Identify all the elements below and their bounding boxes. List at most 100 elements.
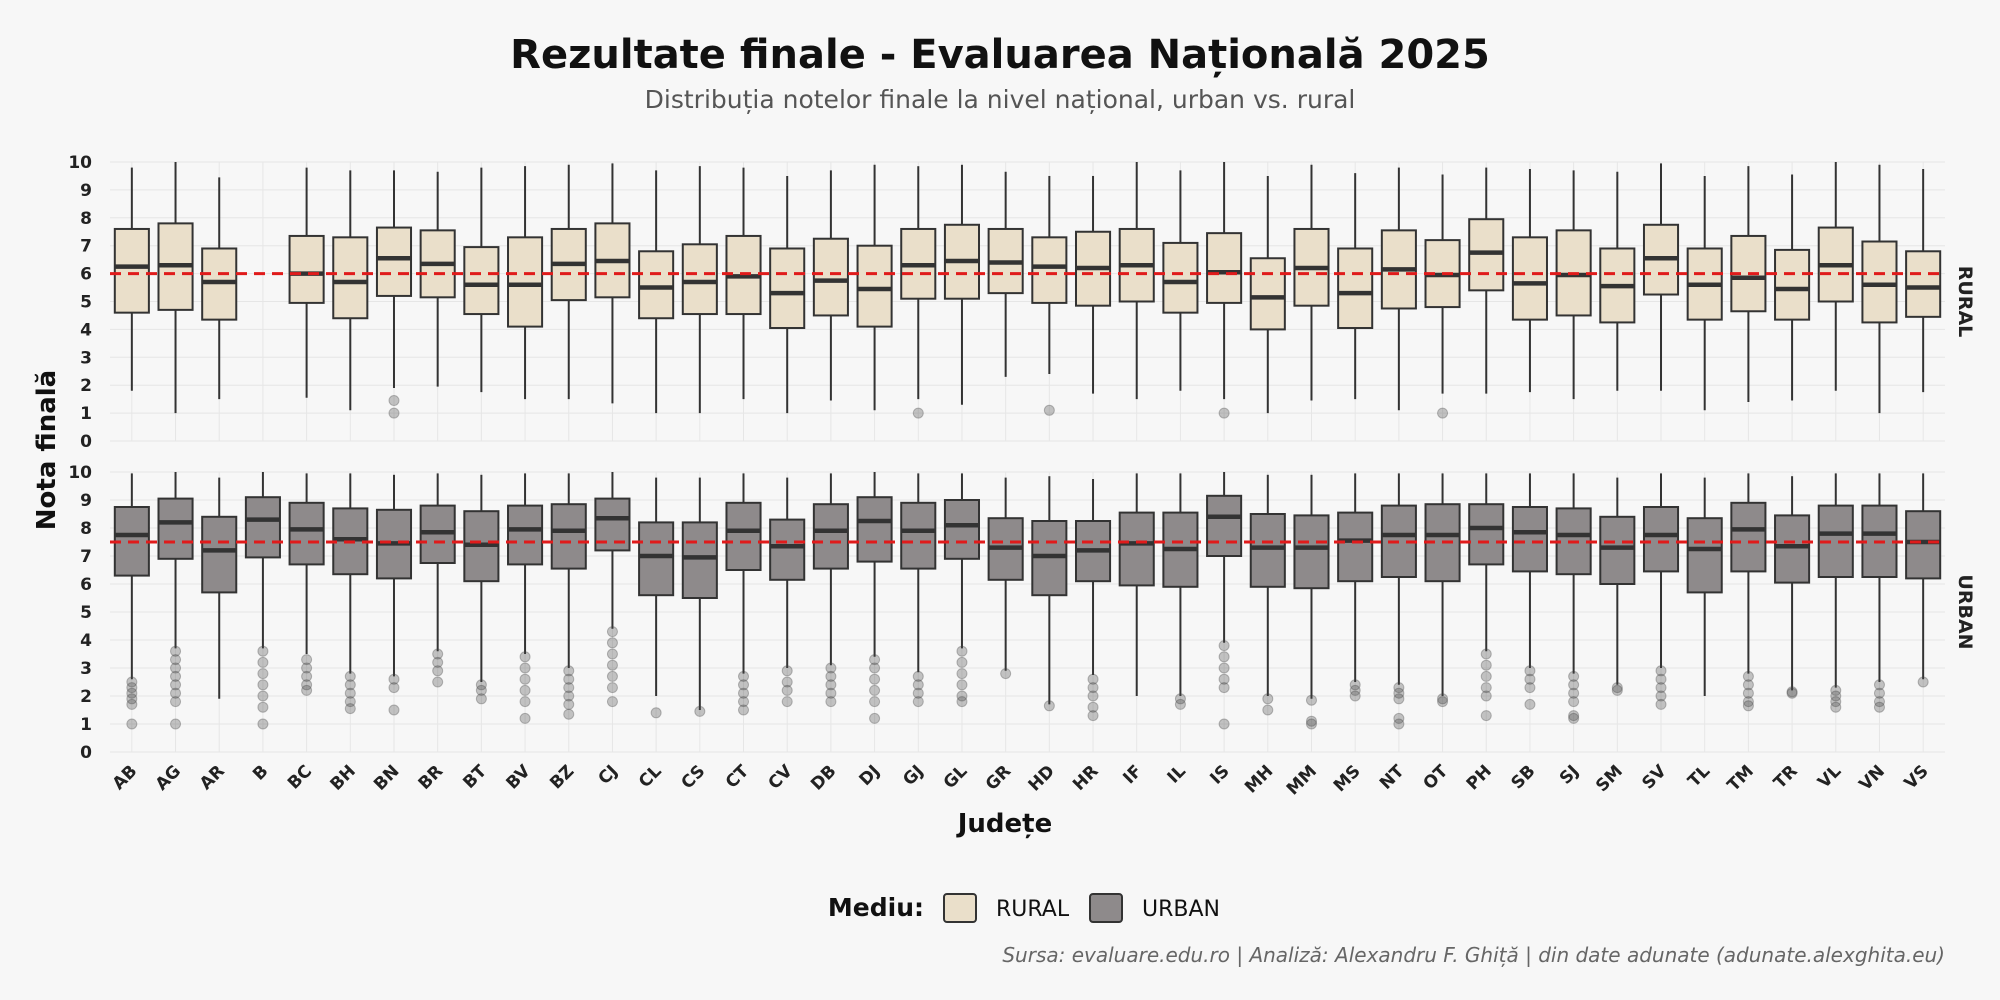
box-body (856, 244, 893, 328)
outlier-point (519, 712, 531, 724)
x-tick-label: BR (415, 761, 448, 794)
box-urban-bz (550, 473, 587, 720)
box-rural-bt (463, 167, 500, 393)
outlier-point (301, 670, 313, 682)
x-tick-label: BH (326, 761, 359, 794)
outlier-point (388, 682, 400, 694)
y-tick-label: 2 (80, 376, 92, 396)
box-body (113, 227, 150, 314)
outlier-point (1174, 693, 1186, 705)
box-body (681, 243, 718, 316)
box-rural-gr (987, 171, 1024, 377)
box-rural-bn (375, 170, 413, 419)
outlier-point (126, 718, 138, 730)
y-tick-label: 4 (80, 631, 92, 651)
x-tick-label: DJ (856, 761, 885, 790)
x-tick-label: SB (1508, 761, 1540, 793)
box-urban-hr (1074, 479, 1112, 722)
outlier-point (1262, 693, 1274, 705)
x-tick-label: SJ (1556, 761, 1583, 788)
outlier-point (519, 684, 531, 696)
x-tick-label: CL (635, 761, 666, 792)
legend-label-rural: RURAL (996, 897, 1070, 922)
x-tick-label: CJ (595, 761, 622, 788)
y-tick-label: 10 (68, 463, 92, 483)
box-body (244, 496, 281, 559)
outlier-point (257, 645, 269, 657)
outlier-point (475, 693, 487, 705)
x-tick-label: IL (1164, 761, 1190, 787)
outlier-point (956, 668, 968, 680)
outlier-point (519, 673, 531, 685)
y-tick-label: 1 (80, 404, 92, 424)
outlier-point (869, 662, 881, 674)
outlier-point (738, 704, 750, 716)
box-urban-bt (463, 474, 500, 705)
outlier-point (344, 687, 356, 699)
x-tick-label: VL (1814, 761, 1845, 792)
box-rural-ms (1337, 173, 1374, 400)
box-body (550, 503, 587, 570)
box-urban-mh (1249, 474, 1286, 716)
outlier-point (432, 676, 444, 688)
outlier-point (126, 693, 138, 705)
outlier-point (1218, 682, 1230, 694)
x-tick-label: BC (284, 761, 316, 793)
chart-caption: Sursa: evaluare.edu.ro | Analiză: Alexan… (1002, 943, 1945, 967)
outlier-point (1393, 693, 1405, 705)
outlier-point (519, 662, 531, 674)
outlier-point (1349, 690, 1361, 702)
x-tick-label: TM (1724, 761, 1758, 795)
outlier-point (1873, 679, 1885, 691)
outlier-point (126, 698, 138, 710)
box-urban-gl (943, 473, 981, 708)
legend-title: Mediu: (828, 893, 924, 922)
outlier-point (563, 708, 575, 720)
box-body (1337, 247, 1374, 330)
outlier-point (650, 707, 662, 719)
box-urban-dj (856, 472, 893, 724)
box-urban-b (244, 472, 281, 730)
box-rural-if (1118, 162, 1155, 400)
box-body (1599, 515, 1636, 585)
box-rural-br (419, 171, 456, 387)
box-body (1293, 514, 1330, 590)
x-tick-label: SM (1592, 761, 1627, 796)
outlier-point (1218, 718, 1230, 730)
outlier-point (694, 705, 706, 717)
box-rural-tr (1774, 174, 1811, 401)
outlier-point (912, 679, 924, 691)
outlier-point (519, 651, 531, 663)
outlier-point (956, 656, 968, 668)
box-body (769, 247, 806, 330)
box-rural-bc (288, 167, 325, 398)
box-rural-gl (943, 164, 981, 405)
y-tick-label: 8 (80, 519, 92, 539)
chart-title: Rezultate finale - Evaluarea Națională 2… (510, 32, 1490, 78)
outlier-point (170, 670, 182, 682)
box-rural-dj (856, 164, 893, 411)
box-body (1905, 510, 1942, 580)
outlier-point (1393, 712, 1405, 724)
box-body (1249, 257, 1286, 331)
outlier-point (344, 703, 356, 715)
box-body (769, 518, 806, 581)
y-tick-label: 9 (80, 491, 92, 511)
box-urban-bv (507, 473, 544, 724)
box-urban-cl (638, 477, 675, 719)
x-tick-label: VS (1901, 761, 1933, 793)
outlier-point (912, 696, 924, 708)
box-urban-db (812, 473, 849, 708)
box-urban-mm (1293, 474, 1330, 730)
box-rural-gj (900, 166, 937, 419)
outlier-point (1000, 668, 1012, 680)
box-rural-cv (769, 175, 806, 414)
box-body (507, 504, 544, 566)
box-rural-hr (1074, 175, 1112, 394)
x-tick-label: NT (1376, 761, 1409, 794)
outlier-point (126, 676, 138, 688)
outlier-point (170, 654, 182, 666)
y-tick-label: 10 (68, 153, 92, 173)
box-urban-nt (1380, 473, 1417, 730)
outlier-point (432, 648, 444, 660)
